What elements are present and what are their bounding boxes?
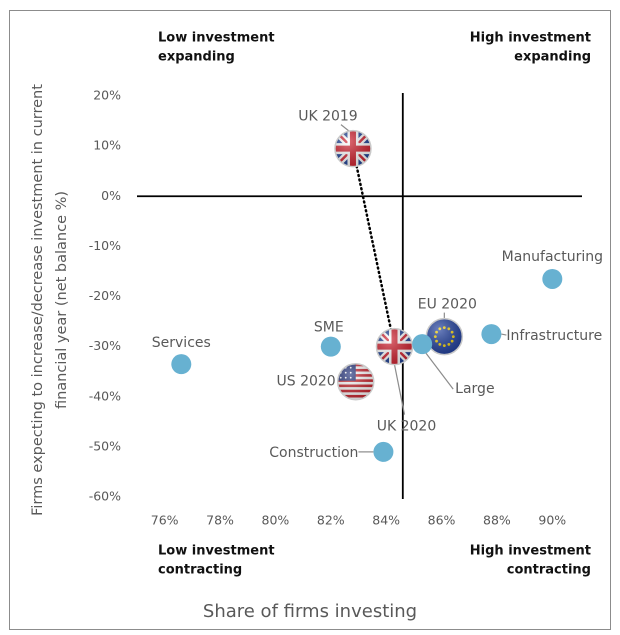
point-label: Infrastructure (506, 328, 602, 344)
leader-line (501, 333, 507, 336)
x-tick-label: 76% (151, 513, 179, 528)
point-label: Large (455, 381, 494, 397)
point-label: SME (314, 320, 344, 336)
quadrant-label: contracting (158, 563, 242, 578)
flag-shine (426, 318, 463, 355)
y-tick-label: 10% (93, 138, 121, 153)
quadrant-label: expanding (514, 50, 591, 65)
point (412, 334, 433, 355)
point-label: US 2020 (277, 374, 336, 390)
y-axis-title: financial year (net balance %) (54, 191, 70, 409)
x-tick-label: 84% (372, 513, 400, 528)
y-tick-label: -50% (89, 438, 121, 453)
frame (9, 10, 611, 630)
flag-point (334, 129, 372, 168)
quadrant-label: High investment (470, 31, 591, 46)
flag-shine (334, 130, 371, 167)
point (373, 441, 394, 462)
flag-point (375, 327, 414, 366)
quadrant-label: contracting (507, 563, 591, 578)
point-label: Manufacturing (502, 249, 603, 265)
connector (351, 147, 396, 348)
quadrant-label: Low investment (158, 544, 275, 559)
x-axis-title: Share of firms investing (203, 601, 417, 622)
y-axis-title: Firms expecting to increase/decrease inv… (30, 84, 46, 516)
y-tick-label: -10% (89, 238, 121, 253)
flag-shine (376, 328, 413, 365)
x-tick-label: 80% (262, 513, 290, 528)
point (481, 324, 502, 345)
point-label: Construction (269, 445, 358, 461)
point (171, 354, 192, 375)
point-label: UK 2019 (298, 109, 358, 125)
point (542, 268, 563, 289)
point-label: UK 2020 (377, 419, 437, 435)
point (320, 336, 341, 357)
point-label: EU 2020 (418, 297, 477, 313)
quadrant-label: expanding (158, 50, 235, 65)
y-tick-label: -60% (89, 489, 121, 504)
flag-rim (375, 327, 414, 366)
y-tick-label: -20% (89, 288, 121, 303)
y-tick-label: 0% (101, 188, 121, 203)
y-tick-label: -40% (89, 388, 121, 403)
flag-rim (334, 129, 372, 168)
x-tick-label: 86% (428, 513, 456, 528)
y-tick-label: 20% (93, 88, 121, 103)
x-tick-label: 88% (483, 513, 511, 528)
point-label: Services (152, 335, 211, 351)
x-tick-label: 78% (206, 513, 234, 528)
flag-shine (337, 363, 374, 400)
y-tick-label: -30% (89, 338, 121, 353)
flag-star (339, 366, 342, 369)
x-tick-label: 82% (317, 513, 345, 528)
flag-point (425, 317, 464, 356)
flag-rim (336, 362, 375, 401)
quadrant-label: Low investment (158, 31, 275, 46)
x-tick-label: 90% (538, 513, 566, 528)
flag-point (336, 362, 375, 401)
leader-line (424, 351, 454, 390)
quadrant-label: High investment (470, 544, 591, 559)
leader-line (393, 364, 406, 415)
